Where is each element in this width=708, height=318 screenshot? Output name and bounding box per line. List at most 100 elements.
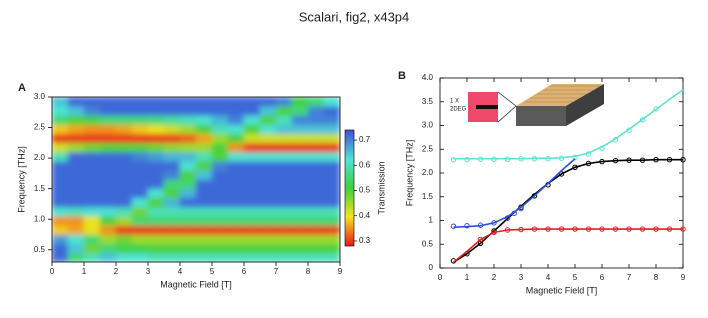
heatmap-cell [259,124,277,134]
heatmap-cell [131,151,149,162]
inset-pointer [497,91,517,107]
heatmap-cell [52,179,69,189]
heatmap-cell [275,234,293,244]
heatmap-cell [147,225,165,235]
data-point [450,157,457,163]
data-point [491,156,497,162]
heatmap-cell [115,105,133,116]
heatmap-cell [52,243,69,254]
heatmap-cell [323,197,340,208]
heatmap-cell [227,105,245,116]
heatmap-cell [99,188,117,199]
heatmap-cell [52,124,69,134]
heatmap-cell [323,151,340,162]
heatmap-cell [179,234,197,244]
heatmap-cell [211,105,229,116]
data-point [666,226,673,232]
heatmap-cell [163,151,181,162]
heatmap-cell [131,133,149,144]
heatmap-cell [115,225,133,235]
heatmap-cell [323,215,340,226]
heatmap-cell [67,188,85,199]
heatmap-cell [307,197,325,208]
data-point [639,117,646,123]
y-tick-label: 1.5 [34,184,46,193]
heatmap-cell [115,170,133,180]
heatmap-cell [99,179,117,189]
heatmap-cell [243,170,261,180]
heatmap-cell [52,252,69,262]
heatmap-cell [115,133,133,144]
plot-frame [51,96,341,263]
heatmap-cell [83,97,101,107]
heatmap-cell [147,243,165,254]
heatmap-cell [307,105,325,116]
heatmap-cell [99,97,117,107]
heatmap-cell [52,197,69,208]
heatmap-cell [243,124,261,134]
heatmap-cell [147,133,165,144]
heatmap-cell [211,151,229,162]
heatmap-cell [275,151,293,162]
heatmap-cell [259,197,277,208]
heatmap-cell [243,133,261,144]
heatmap-cell [291,142,309,153]
heatmap-cell [131,252,149,262]
heatmap-cell [259,243,277,254]
heatmap-cell [163,179,181,189]
colorbar-label: Transmission [376,161,386,214]
heatmap-cell [275,97,293,107]
heatmap-cell [211,115,229,125]
heatmap-cell [147,97,165,107]
heatmap-cell [115,115,133,125]
y-tick-label: 1 [429,216,434,225]
heatmap-cell [211,160,229,171]
heatmap-cell [115,206,133,217]
heatmap-cell [147,124,165,134]
heatmap-cell [67,142,85,153]
heatmap-cell [243,225,261,235]
y-tick-label: 2.0 [34,153,46,162]
y-tick-label: 3.0 [34,92,46,101]
heatmap-cell [83,243,101,254]
data-point [504,227,511,233]
heatmap-cell [227,170,245,180]
x-tick-label: 2 [114,267,119,276]
heatmap-cell [227,188,245,199]
data-point [653,106,659,112]
heatmap-cell [211,179,229,189]
heatmap-cell [99,142,117,153]
heatmap-cell [323,225,340,235]
heatmap [52,97,340,262]
heatmap-cell [83,252,101,262]
plot-frame [439,77,684,269]
heatmap-cell [259,151,277,162]
colorbar-tick-label: 0.7 [359,135,371,144]
heatmap-cell [323,115,340,125]
heatmap-cell [131,197,149,208]
heatmap-cell [243,188,261,199]
heatmap-cell [243,160,261,171]
heatmap-cell [83,206,101,217]
heatmap-cell [307,215,325,226]
heatmap-cell [99,124,117,134]
heatmap-cell [307,142,325,153]
heatmap-cell [323,206,340,217]
heatmap-cell [227,252,245,262]
heatmap-cell [211,124,229,134]
heatmap-cell [211,97,229,107]
heatmap-cell [211,252,229,262]
heatmap-cell [227,225,245,235]
heatmap-cell [115,252,133,262]
heatmap-cell [115,97,133,107]
heatmap-cell [323,142,340,153]
heatmap-cell [99,133,117,144]
inset [468,84,604,126]
x-tick-label: 6 [242,267,247,276]
heatmap-cell [307,188,325,199]
heatmap-cell [163,234,181,244]
heatmap-cell [52,206,69,217]
heatmap-cell [243,243,261,254]
heatmap-cell [163,124,181,134]
heatmap-cell [275,160,293,171]
